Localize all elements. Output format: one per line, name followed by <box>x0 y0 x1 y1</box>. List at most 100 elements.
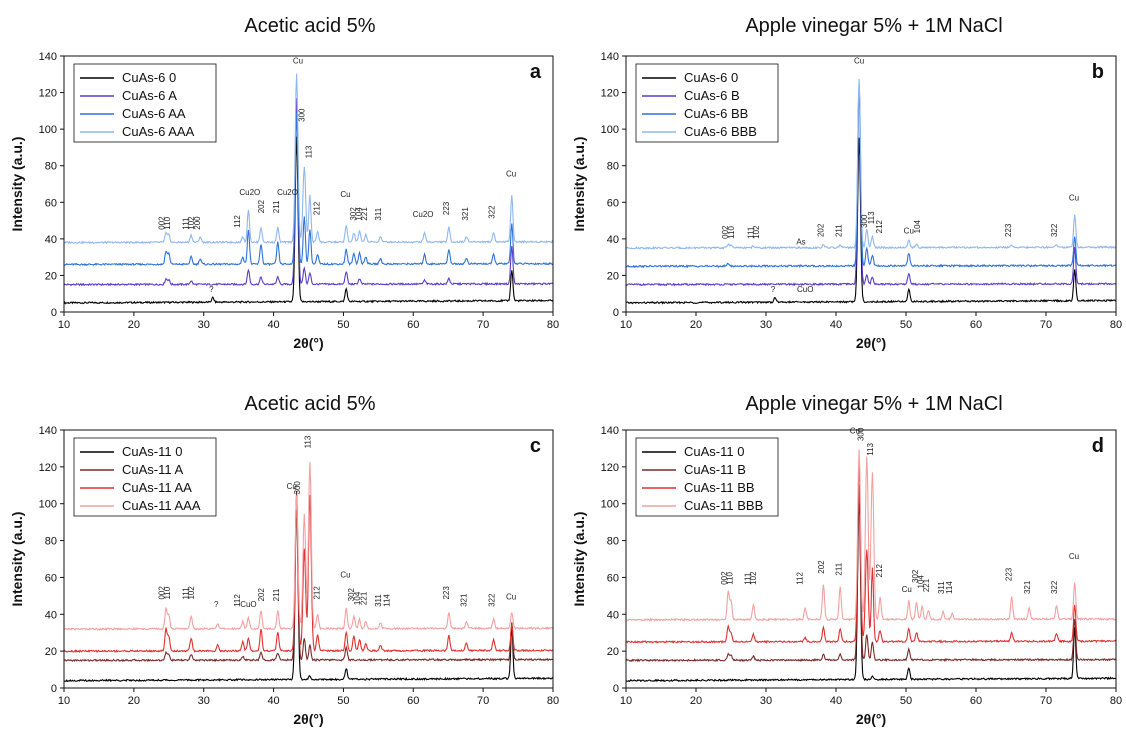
peak-annotation: 202 <box>817 560 826 574</box>
peak-annotation: 212 <box>875 219 884 233</box>
series-line-cuas-11-bbb <box>626 449 1117 622</box>
peak-annotation: 111 <box>181 217 190 230</box>
x-tick-label: 60 <box>407 319 419 331</box>
legend-entry: CuAs-11 BB <box>684 480 755 495</box>
legend-entry: CuAs-6 0 <box>684 70 738 85</box>
legend <box>635 63 779 143</box>
legend-entry: CuAs-11 AAA <box>122 498 201 513</box>
y-tick-label: 40 <box>45 609 57 621</box>
peak-annotation: Cu <box>850 427 860 436</box>
peak-annotation: 114 <box>945 581 954 594</box>
peak-annotation: 112 <box>795 571 804 584</box>
x-tick-label: 80 <box>1110 695 1122 707</box>
legend-entry: CuAs-11 0 <box>122 444 182 459</box>
x-tick-label: 30 <box>760 695 772 707</box>
peak-annotation: As <box>796 237 805 246</box>
series-line-cuas-6-b <box>625 86 1117 287</box>
peak-annotation: 113 <box>304 435 313 448</box>
legend-entry: CuAs-6 B <box>684 88 740 103</box>
peak-annotation: 102 <box>752 225 761 239</box>
y-tick-label: 80 <box>607 536 619 548</box>
y-tick-label: 0 <box>51 307 57 319</box>
peak-annotation: 223 <box>442 586 451 600</box>
x-tick-label: 50 <box>900 695 912 707</box>
panel-title: Acetic acid 5% <box>244 15 375 37</box>
peak-annotation: 202 <box>257 587 266 601</box>
peak-annotation: 302 <box>347 587 356 601</box>
peak-annotation: 300 <box>293 481 302 495</box>
series-line-cuas-6-a <box>63 98 554 287</box>
legend <box>73 437 217 517</box>
y-tick-label: 60 <box>607 572 619 584</box>
series-line-cuas-6-aa <box>64 113 554 267</box>
x-tick-label: 20 <box>128 319 140 331</box>
y-tick-label: 120 <box>39 462 57 474</box>
x-tick-label: 40 <box>267 695 279 707</box>
legend-entry: CuAs-6 AA <box>122 106 186 121</box>
x-tick-label: 80 <box>547 695 559 707</box>
peak-annotation: 300 <box>856 427 865 441</box>
peak-annotation: 104 <box>917 575 926 589</box>
peak-annotation: 212 <box>875 564 884 578</box>
peak-annotation: 110 <box>163 216 172 229</box>
series-line-cuas-11-0 <box>625 494 1117 683</box>
peak-annotation: 212 <box>313 201 322 215</box>
x-tick-label: 70 <box>477 695 489 707</box>
y-axis-label: Intensity (a.u.) <box>571 137 587 232</box>
y-tick-label: 60 <box>45 572 57 584</box>
y-tick-label: 120 <box>601 88 619 100</box>
peak-annotation: 110 <box>727 226 736 239</box>
panel-title: Acetic acid 5% <box>244 393 375 415</box>
series-line-cuas-11-0 <box>63 503 554 683</box>
peak-annotation: ? <box>214 600 219 609</box>
peak-annotation: 112 <box>233 594 242 607</box>
peak-annotation: 321 <box>459 593 468 607</box>
peak-annotation: 113 <box>866 442 875 455</box>
y-tick-label: 120 <box>601 462 619 474</box>
plot-frame <box>63 55 554 313</box>
panel-title: Apple vinegar 5% + 1M NaCl <box>745 15 1002 37</box>
peak-annotation: 104 <box>355 207 364 221</box>
x-tick-label: 60 <box>970 695 982 707</box>
y-tick-label: 100 <box>601 499 619 511</box>
peak-annotation: Cu <box>1069 552 1079 561</box>
y-tick-label: 60 <box>607 197 619 209</box>
series-line-cuas-6-0 <box>625 137 1117 305</box>
peak-annotation: Cu <box>904 226 914 235</box>
peak-annotation: 102 <box>187 216 196 230</box>
peak-annotation: 002 <box>720 571 729 585</box>
y-tick-label: 120 <box>39 88 57 100</box>
y-tick-label: 20 <box>45 646 57 658</box>
x-tick-label: 50 <box>337 695 349 707</box>
panel-letter: d <box>1092 435 1104 457</box>
series-line-cuas-6-0 <box>63 136 554 305</box>
legend-entry: CuAs-6 0 <box>122 70 176 85</box>
peak-annotation: 114 <box>383 594 392 607</box>
y-tick-label: 140 <box>39 51 57 63</box>
peak-annotation: Cu2O <box>413 210 434 219</box>
legend-entry: CuAs-11 B <box>684 462 746 477</box>
y-tick-label: 140 <box>601 51 619 63</box>
peak-annotation: 104 <box>913 219 922 233</box>
x-axis-label: 2θ(°) <box>856 711 886 727</box>
peak-annotation: 223 <box>1005 567 1014 581</box>
x-tick-label: 70 <box>1040 695 1052 707</box>
peak-annotation: 311 <box>374 207 383 220</box>
peak-annotation: ? <box>209 285 214 294</box>
x-tick-label: 40 <box>267 319 279 331</box>
peak-annotation: 104 <box>353 591 362 605</box>
legend-entry: CuAs-6 BB <box>684 106 748 121</box>
peak-annotation: 113 <box>304 145 313 158</box>
peak-annotation: 221 <box>360 207 369 221</box>
y-tick-label: 20 <box>607 646 619 658</box>
peak-annotation: 111 <box>746 226 755 239</box>
series-line-cuas-6-aaa <box>63 73 554 245</box>
y-tick-label: 80 <box>45 161 57 173</box>
legend-entry: CuAs-6 BBB <box>684 124 757 139</box>
y-tick-label: 80 <box>45 536 57 548</box>
peak-annotation: 321 <box>461 207 470 221</box>
plot-frame <box>63 429 554 689</box>
peak-annotation: Cu <box>854 56 864 65</box>
peak-annotation: 322 <box>1050 580 1059 594</box>
peak-annotation: 112 <box>233 215 242 228</box>
